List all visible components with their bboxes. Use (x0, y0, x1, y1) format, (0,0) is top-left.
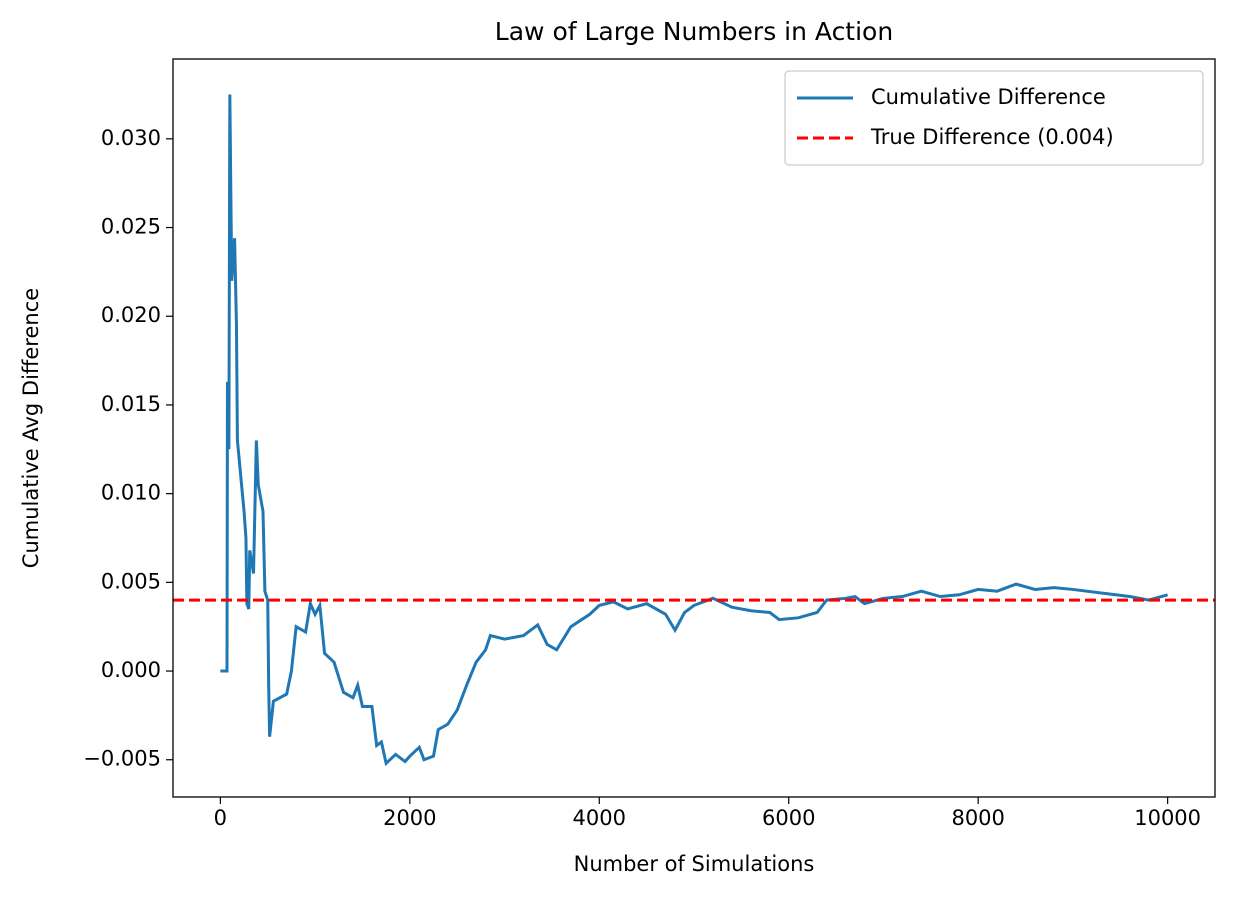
y-tick-label: −0.005 (83, 747, 161, 771)
chart-title: Law of Large Numbers in Action (495, 17, 893, 46)
legend-box (784, 70, 1204, 166)
y-tick-label: 0.030 (101, 126, 161, 150)
y-tick-label: 0.005 (101, 569, 161, 593)
y-tick-label: 0.010 (101, 481, 161, 505)
x-tick-label: 4000 (573, 806, 626, 830)
y-tick-label: 0.015 (101, 392, 161, 416)
y-tick-label: 0.025 (101, 215, 161, 239)
x-tick-label: 8000 (951, 806, 1004, 830)
y-tick-label: 0.000 (101, 658, 161, 682)
plot-frame (172, 58, 1216, 798)
legend-label: True Difference (0.004) (870, 125, 1114, 149)
legend-label: Cumulative Difference (871, 85, 1106, 109)
y-axis-label: Cumulative Avg Difference (19, 288, 43, 568)
x-tick-label: 0 (214, 806, 227, 830)
x-axis-label: Number of Simulations (574, 852, 815, 876)
x-tick-label: 2000 (383, 806, 436, 830)
data-line (220, 94, 1169, 767)
x-tick-label: 10000 (1134, 806, 1201, 830)
x-tick-label: 6000 (762, 806, 815, 830)
y-tick-label: 0.020 (101, 303, 161, 327)
